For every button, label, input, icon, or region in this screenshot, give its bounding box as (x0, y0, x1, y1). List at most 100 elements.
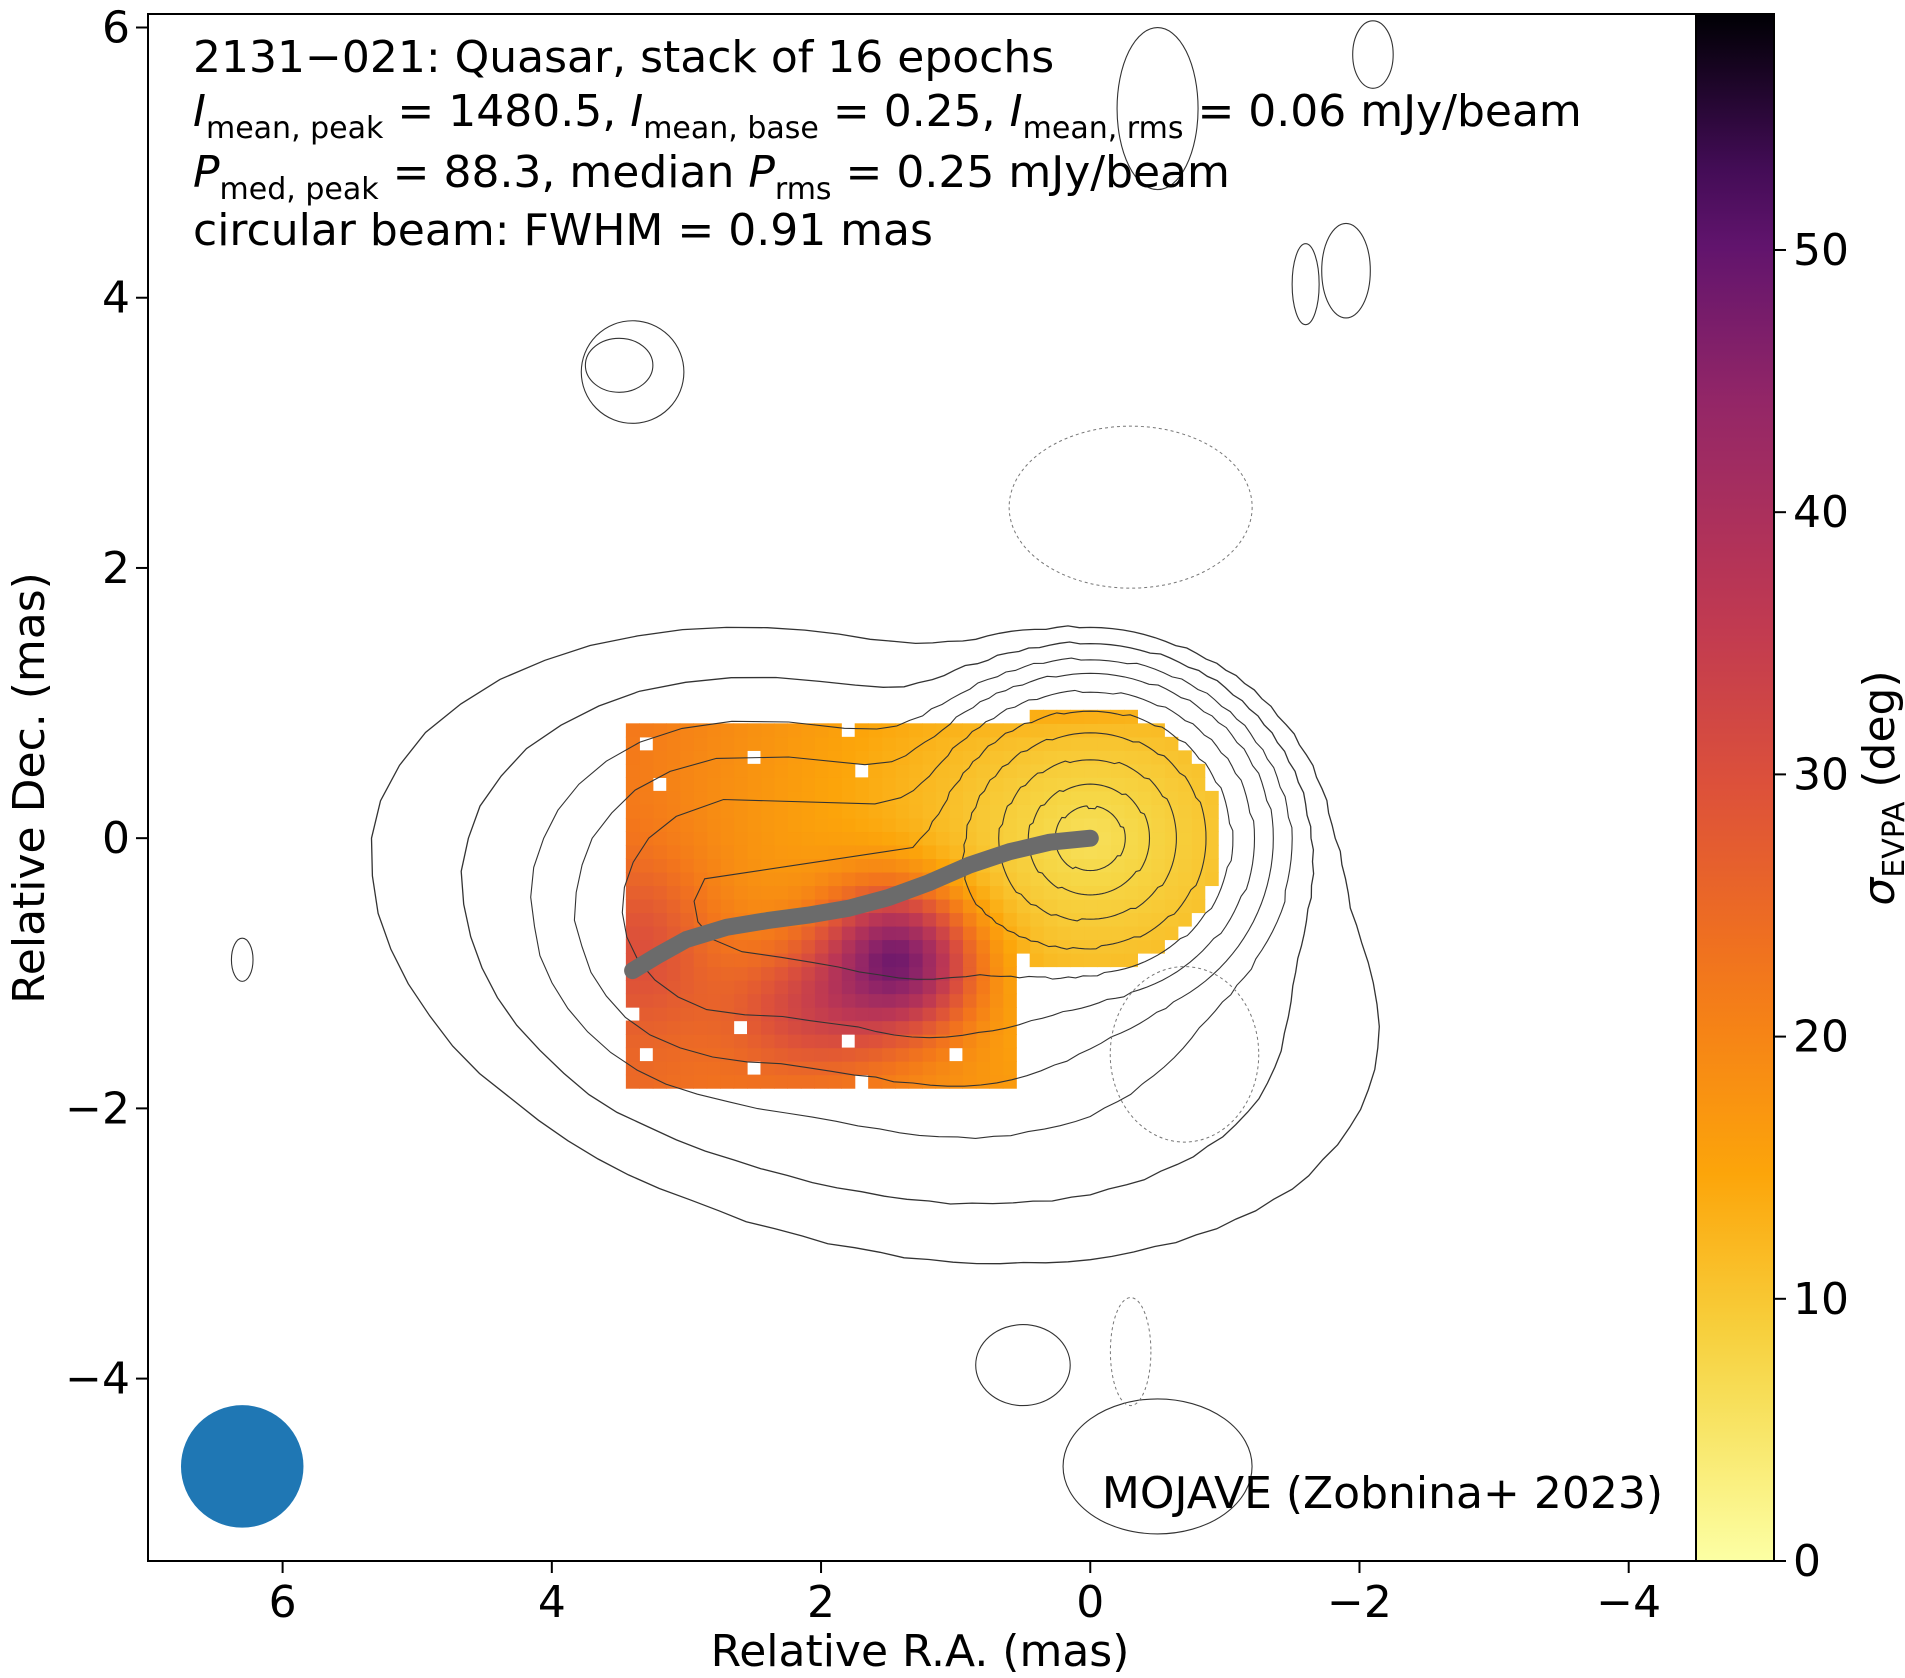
heatmap-cell (1110, 831, 1125, 846)
heatmap-cell (666, 980, 681, 995)
heatmap-cell (1191, 817, 1206, 833)
info-title: 2131−021: Quasar, stack of 16 epochs (193, 32, 1054, 83)
heatmap-cell (720, 871, 735, 887)
heatmap-cell (922, 777, 937, 792)
heatmap-cell (975, 966, 990, 981)
heatmap-cell (881, 1074, 896, 1089)
heatmap-cell (666, 831, 681, 846)
heatmap-cell (706, 750, 721, 765)
heatmap-cell (800, 790, 815, 805)
heatmap-cell (625, 817, 640, 833)
heatmap-cell (868, 993, 883, 1008)
heatmap-cell (948, 790, 963, 805)
heatmap-cell (787, 871, 802, 887)
heatmap-cell (1177, 817, 1192, 833)
heatmap-cell (787, 777, 802, 792)
heatmap-cell (706, 831, 721, 846)
intensity-contour (1054, 805, 1126, 872)
heatmap-cell (922, 1061, 937, 1076)
heatmap-cell (1043, 885, 1058, 900)
heatmap-cell (720, 1020, 735, 1035)
heatmap-cell (962, 953, 977, 968)
heatmap-cell (1204, 790, 1219, 805)
heatmap-cell (1070, 790, 1085, 805)
heatmap-cell (760, 1074, 775, 1089)
heatmap-cell (814, 993, 829, 1008)
heatmap-cell (693, 993, 708, 1008)
heatmap-cell (922, 1007, 937, 1022)
heatmap-cell (652, 763, 667, 778)
heatmap-cell (639, 723, 654, 738)
heatmap-cell (1043, 804, 1058, 819)
heatmap-cell (733, 844, 748, 860)
heatmap-cell (706, 1007, 721, 1022)
heatmap-cell (787, 980, 802, 995)
heatmap-cell (948, 939, 963, 954)
heatmap-cell (881, 790, 896, 805)
heatmap-cell (1123, 871, 1138, 887)
heatmap-cell (1123, 723, 1138, 738)
heatmap-cell (787, 736, 802, 751)
heatmap-cell (1137, 885, 1152, 900)
heatmap-cell (827, 844, 842, 860)
heatmap-cell (841, 844, 856, 860)
heatmap-cell (895, 763, 910, 778)
heatmap-cell (706, 858, 721, 873)
heatmap-cell (733, 763, 748, 778)
heatmap-cell (720, 1074, 735, 1089)
heatmap-cell (733, 953, 748, 968)
heatmap-cell (895, 804, 910, 819)
heatmap-cell (935, 898, 950, 914)
heatmap-cell (747, 844, 762, 860)
heatmap-cell (733, 1034, 748, 1049)
source-label: 2131−021 (193, 32, 426, 83)
heatmap-cell (1191, 898, 1206, 914)
heatmap-cell (1029, 709, 1044, 724)
heatmap-cell (868, 1061, 883, 1076)
heatmap-cell (1096, 858, 1112, 873)
heatmap-cell (747, 993, 762, 1008)
noise-contour (1352, 20, 1394, 89)
heatmap-cell (1137, 939, 1152, 954)
heatmap-cell (800, 1034, 815, 1049)
heatmap-cell (868, 750, 883, 765)
heatmap-cell (1043, 736, 1058, 751)
heatmap-cell (733, 804, 748, 819)
heatmap-cell (1043, 898, 1058, 914)
heatmap-cell (652, 736, 667, 751)
heatmap-cell (962, 939, 977, 954)
heatmap-cell (773, 831, 788, 846)
heatmap-cell (854, 804, 869, 819)
heatmap-cell (1110, 953, 1125, 968)
heatmap-cell (787, 1061, 802, 1076)
heatmap-cell (962, 966, 977, 981)
heatmap-cell (1083, 804, 1098, 819)
credit-label: MOJAVE (Zobnina+ 2023) (1102, 1468, 1663, 1519)
heatmap-cell (1123, 790, 1138, 805)
heatmap-cell (1029, 871, 1044, 887)
heatmap-cell (935, 777, 950, 792)
heatmap-cell (693, 790, 708, 805)
heatmap-cell (733, 871, 748, 887)
heatmap-cell (733, 993, 748, 1008)
heatmap-cell (747, 1034, 762, 1049)
heatmap-cell (854, 858, 869, 873)
heatmap-cell (733, 790, 748, 805)
heatmap-cell (1177, 858, 1192, 873)
heatmap-cell (720, 817, 735, 833)
heatmap-cell (706, 1047, 721, 1062)
heatmap-cell (827, 966, 842, 981)
heatmap-cell (760, 1020, 775, 1035)
heatmap-cell (935, 1047, 950, 1062)
heatmap-cell (908, 966, 923, 981)
heatmap-cell (922, 723, 937, 738)
heatmap-cell (747, 1047, 762, 1062)
heatmap-cell (773, 777, 788, 792)
heatmap-cell (1056, 736, 1071, 751)
heatmap-cell (679, 804, 694, 819)
heatmap-cell (975, 1074, 990, 1089)
heatmap-cell (1083, 885, 1098, 900)
heatmap-cell (800, 858, 815, 873)
heatmap-cell (639, 1007, 654, 1022)
heatmap-cell (760, 1047, 775, 1062)
